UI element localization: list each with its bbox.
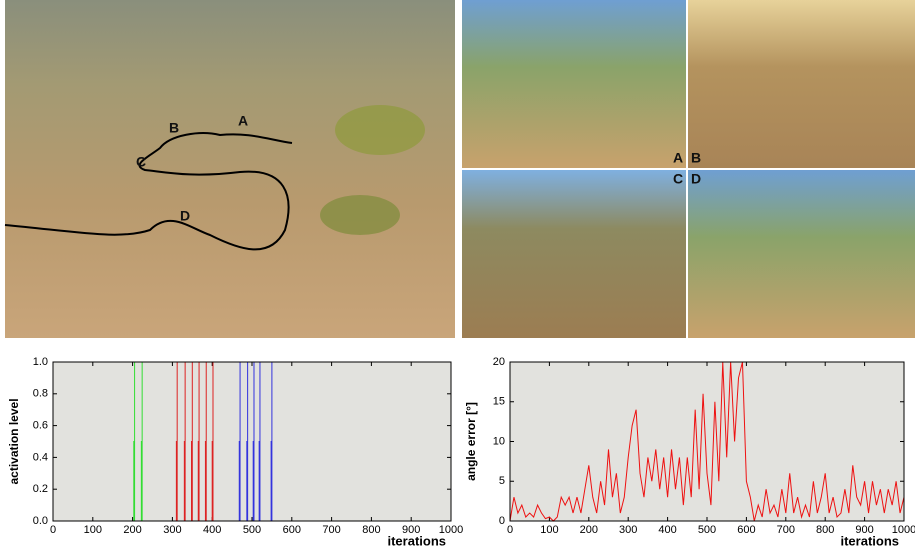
photo-panel: [462, 170, 686, 338]
panel-label: B: [691, 150, 701, 166]
x-tick-label: 800: [816, 524, 834, 536]
x-tick-label: 400: [658, 524, 676, 536]
trajectory-label: A: [238, 113, 248, 129]
y-tick-label: 0: [499, 515, 505, 527]
x-tick-label: 300: [163, 524, 181, 536]
x-tick-label: 400: [203, 524, 221, 536]
bush: [320, 195, 400, 235]
x-tick-label: 500: [243, 524, 261, 536]
x-tick-label: 700: [322, 524, 340, 536]
panel-label: C: [673, 171, 683, 187]
trajectory-label: B: [169, 120, 179, 136]
y-tick-label: 1.0: [33, 356, 48, 368]
y-tick-label: 5: [499, 475, 505, 487]
photo-panel: [688, 170, 915, 338]
x-tick-label: 700: [777, 524, 795, 536]
y-axis-label: activation level: [7, 398, 21, 484]
panel-label: A: [673, 150, 683, 166]
photo-trajectory: [5, 0, 455, 338]
y-tick-label: 0.8: [33, 388, 48, 400]
y-tick-label: 10: [493, 435, 505, 447]
x-tick-label: 100: [84, 524, 102, 536]
panel-label: D: [691, 171, 701, 187]
x-tick-label: 0: [507, 524, 513, 536]
y-tick-label: 0.2: [33, 483, 48, 495]
x-tick-label: 200: [123, 524, 141, 536]
trajectory-label: C: [136, 154, 146, 170]
photo-panel: [688, 0, 915, 168]
x-tick-label: 100: [540, 524, 558, 536]
y-tick-label: 20: [493, 356, 505, 368]
y-tick-label: 0.6: [33, 420, 48, 432]
x-tick-label: 500: [698, 524, 716, 536]
x-tick-label: 600: [283, 524, 301, 536]
x-axis-label: iterations: [840, 533, 899, 548]
x-tick-label: 200: [580, 524, 598, 536]
x-tick-label: 0: [50, 524, 56, 536]
x-tick-label: 600: [737, 524, 755, 536]
y-axis-label: angle error [°]: [464, 402, 478, 481]
trajectory-label: D: [180, 208, 190, 224]
figure: A B C D A B C D 0.00.20.40.60.81.0010020…: [0, 0, 915, 552]
y-tick-label: 0.0: [33, 515, 48, 527]
bush: [335, 105, 425, 155]
page: A B C D A B C D 0.00.20.40.60.81.0010020…: [0, 0, 915, 552]
x-tick-label: 800: [362, 524, 380, 536]
photo-panel: [462, 0, 686, 168]
x-tick-label: 300: [619, 524, 637, 536]
y-tick-label: 0.4: [33, 451, 48, 463]
plot-area: [53, 362, 451, 521]
y-tick-label: 15: [493, 396, 505, 408]
x-axis-label: iterations: [387, 533, 446, 548]
